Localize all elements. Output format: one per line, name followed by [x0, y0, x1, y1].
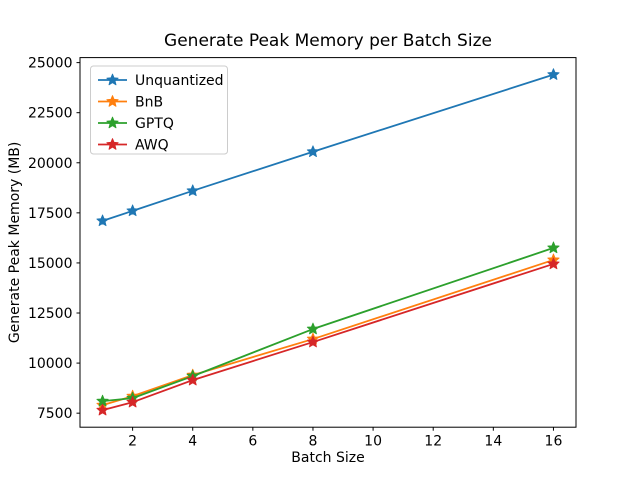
legend-box — [90, 65, 228, 155]
x-tick-label: 14 — [484, 434, 502, 450]
data-point-unquantized — [126, 204, 139, 217]
y-tick-label: 12500 — [28, 306, 73, 322]
y-tick-label: 7500 — [37, 406, 73, 422]
legend-label-unquantized: Unquantized — [135, 73, 224, 89]
x-axis-label: Batch Size — [291, 450, 364, 466]
data-point-awq — [306, 335, 320, 348]
axes-box — [79, 57, 577, 428]
data-point-gptq — [306, 322, 320, 335]
x-tick-label: 4 — [188, 434, 197, 450]
x-tick-label: 8 — [309, 434, 318, 450]
data-point-unquantized — [96, 214, 109, 227]
y-tick-label: 20000 — [28, 156, 73, 172]
legend-marker — [106, 138, 119, 150]
x-tick-label: 12 — [424, 434, 442, 450]
data-point-unquantized — [306, 145, 320, 158]
legend-marker — [106, 73, 119, 86]
legend-label-bnb: BnB — [135, 95, 163, 111]
data-point-awq — [547, 257, 560, 270]
y-tick-label: 15000 — [28, 256, 73, 272]
y-tick-label: 10000 — [28, 356, 73, 372]
chart-title: Generate Peak Memory per Batch Size — [164, 31, 492, 51]
legend-label-awq: AWQ — [135, 138, 169, 154]
legend-marker — [106, 116, 119, 129]
data-point-awq — [126, 395, 139, 408]
x-tick-label: 10 — [364, 434, 382, 450]
y-tick-label: 25000 — [28, 56, 73, 72]
y-axis-label: Generate Peak Memory (MB) — [7, 142, 23, 344]
data-point-unquantized — [186, 184, 199, 197]
data-point-unquantized — [547, 68, 560, 80]
y-tick-label: 22500 — [28, 106, 73, 122]
data-point-awq — [96, 403, 109, 416]
legend-marker — [106, 95, 119, 107]
legend-label-gptq: GPTQ — [135, 116, 174, 132]
x-tick-label: 16 — [545, 434, 563, 450]
x-tick-label: 2 — [128, 434, 137, 450]
y-tick-label: 17500 — [28, 206, 73, 222]
data-point-awq — [186, 373, 199, 386]
x-tick-label: 6 — [248, 434, 257, 450]
data-point-gptq — [547, 241, 560, 254]
